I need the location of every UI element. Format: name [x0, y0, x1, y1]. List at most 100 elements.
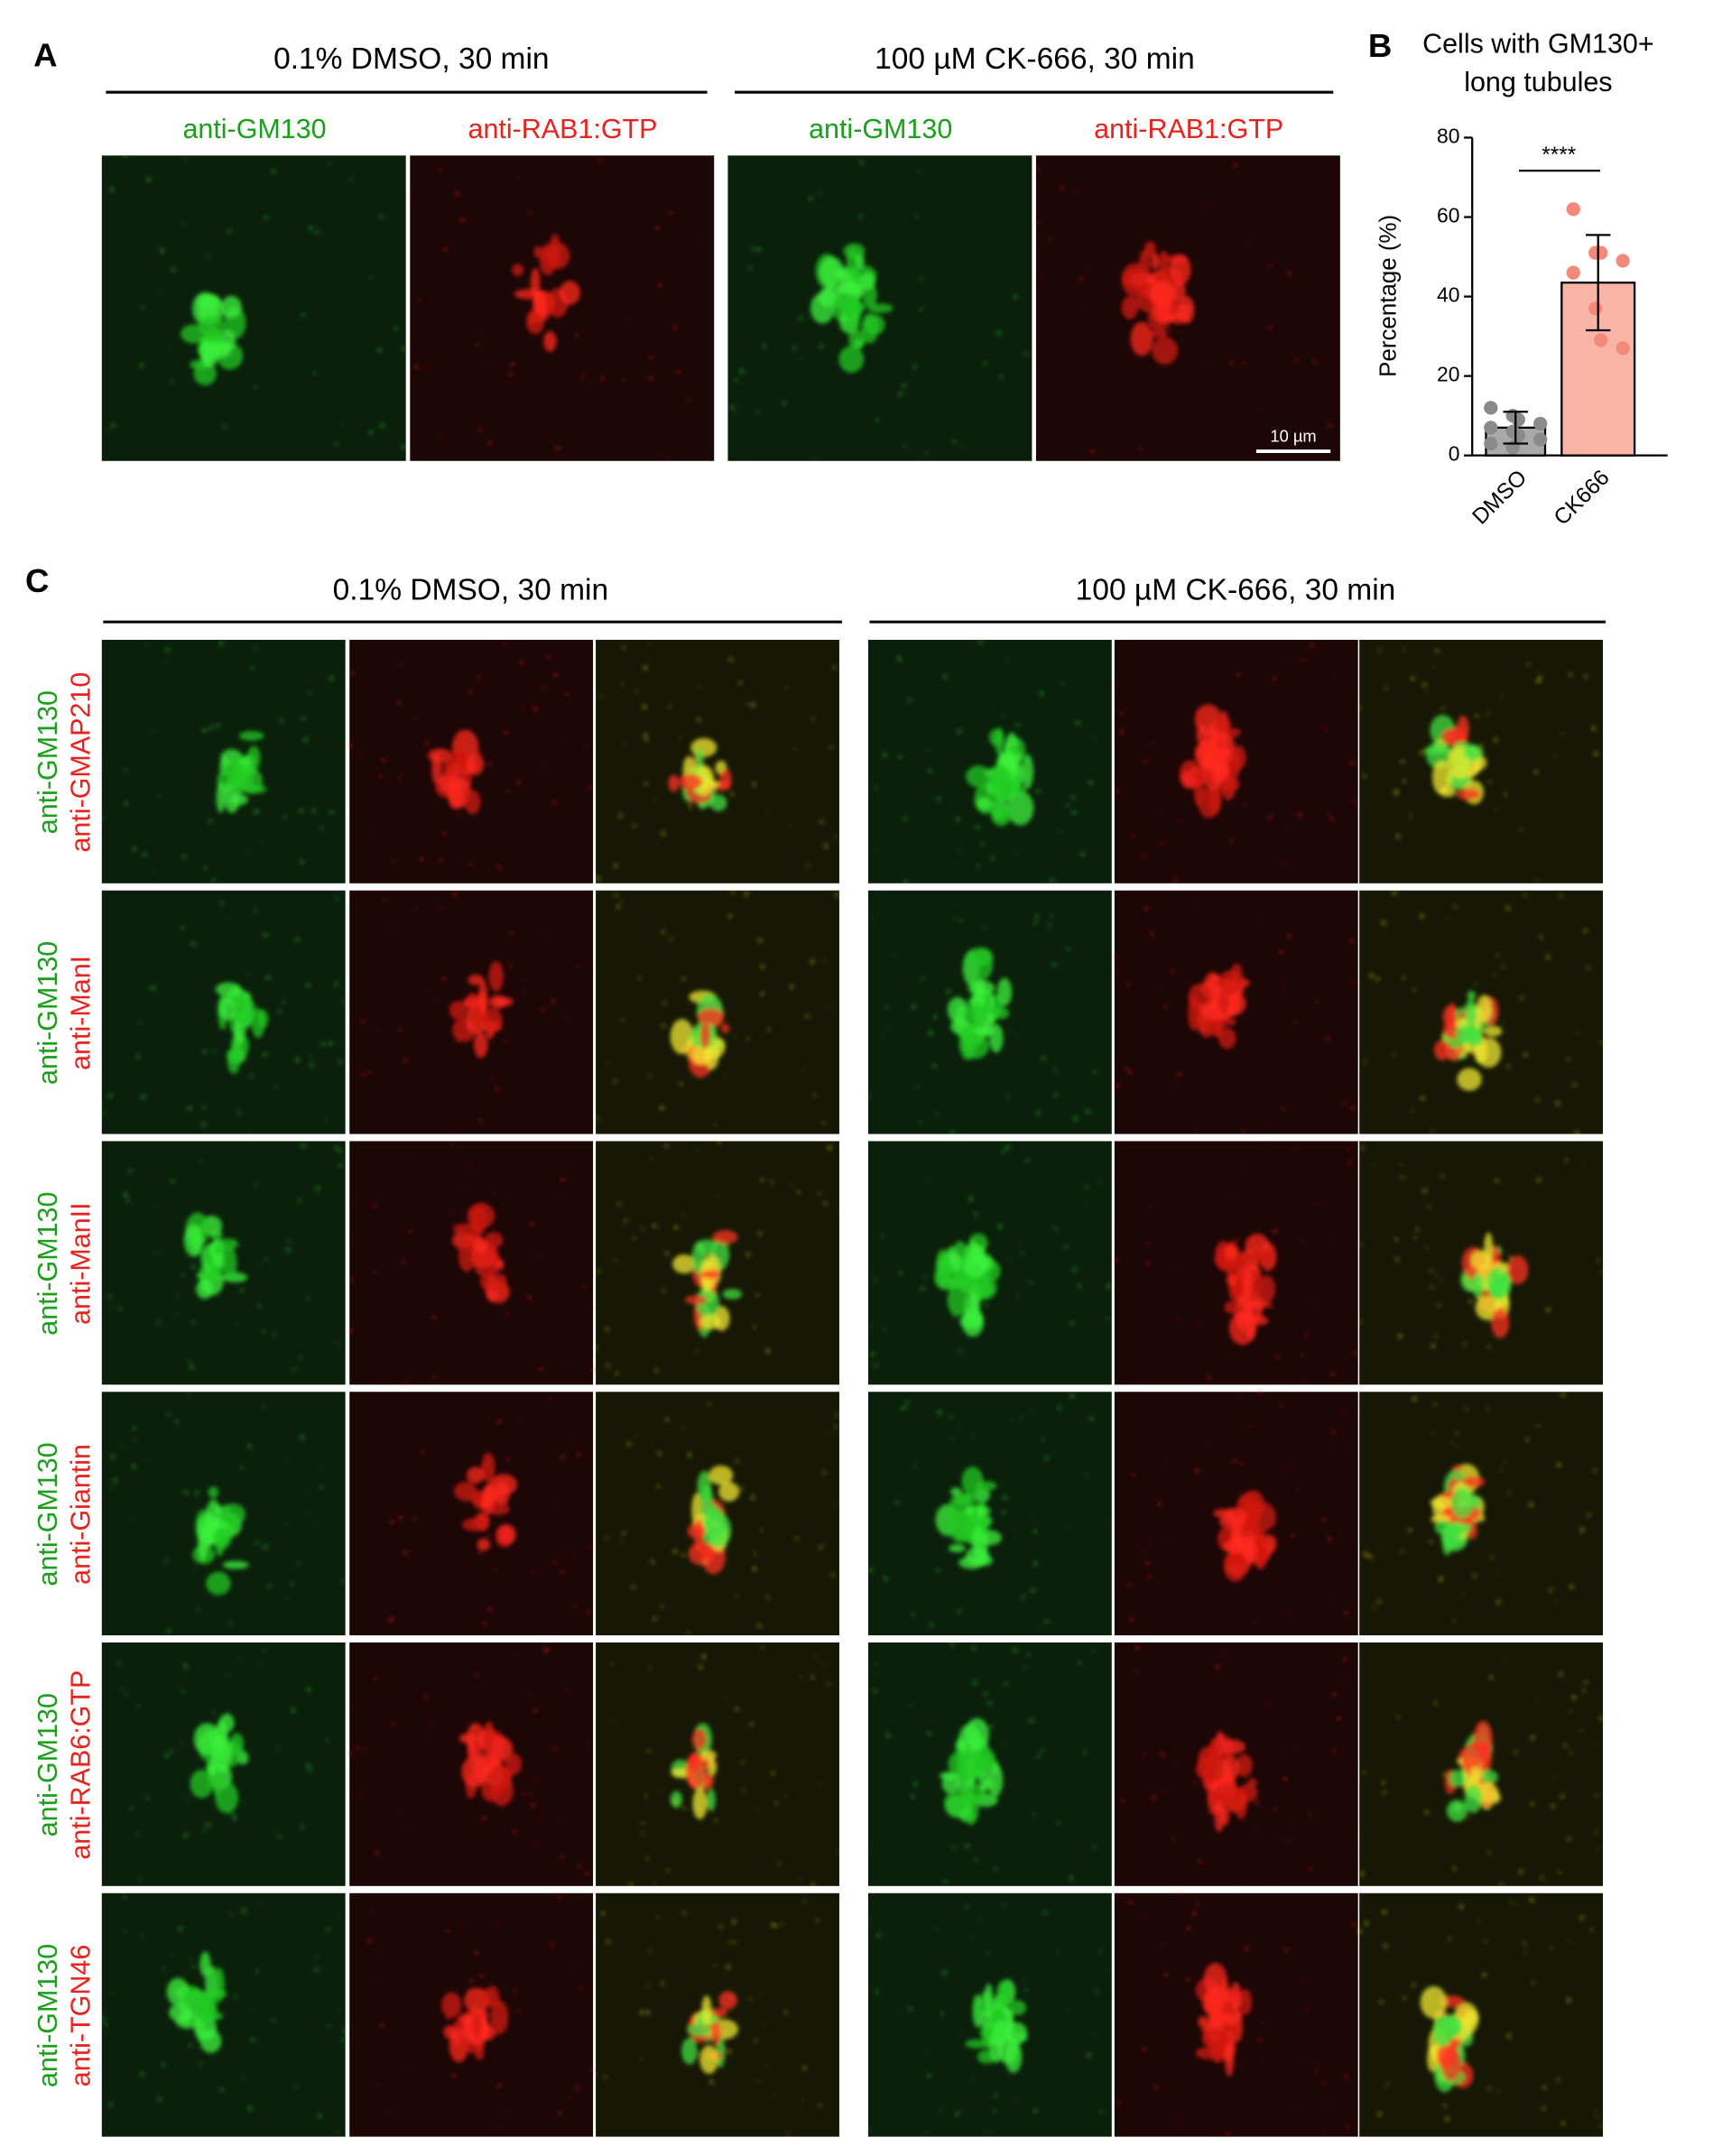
speck — [1029, 1281, 1033, 1285]
speck — [1085, 265, 1088, 269]
speck — [360, 1020, 366, 1024]
speck — [961, 1508, 966, 1512]
speck — [1536, 1699, 1540, 1702]
speck — [167, 347, 171, 350]
speck — [1215, 791, 1220, 796]
speck — [103, 2022, 107, 2027]
speck — [1394, 1257, 1400, 1262]
speck — [272, 1332, 276, 1337]
speck — [341, 2038, 345, 2042]
speck — [253, 810, 257, 815]
signal — [347, 1143, 596, 1385]
speck — [174, 1313, 177, 1316]
speck — [1089, 1416, 1095, 1421]
speck — [1310, 643, 1315, 648]
speck — [697, 1148, 699, 1151]
speck — [1440, 1174, 1444, 1179]
speck — [191, 1964, 196, 1968]
speck — [1072, 1267, 1078, 1272]
speck — [1383, 1943, 1388, 1948]
speck — [282, 815, 287, 819]
group-title: 100 µM CK-666, 30 min — [875, 42, 1195, 76]
speck — [718, 1195, 720, 1198]
speck — [806, 863, 810, 866]
speck — [375, 2083, 379, 2087]
speck — [1341, 1410, 1345, 1413]
speck — [1597, 1848, 1599, 1851]
speck — [1598, 1716, 1604, 1721]
speck — [835, 893, 840, 898]
speck — [753, 1325, 757, 1329]
speck — [560, 1569, 564, 1575]
speck — [867, 1094, 871, 1098]
speck — [941, 1970, 948, 1976]
speck — [1093, 2033, 1096, 2036]
speck — [1456, 1046, 1462, 1052]
speck — [1221, 1786, 1224, 1789]
speck — [1523, 893, 1527, 897]
speck — [1317, 2063, 1319, 2066]
speck — [810, 958, 815, 965]
speck — [1001, 1149, 1005, 1153]
significance: **** — [1542, 143, 1576, 167]
speck — [660, 1605, 664, 1608]
speck — [1343, 2074, 1348, 2079]
speck — [761, 1646, 764, 1650]
speck — [1134, 1645, 1140, 1651]
speck — [1115, 970, 1119, 975]
speck — [972, 1435, 975, 1438]
speck — [379, 423, 384, 429]
speck — [1069, 1393, 1075, 1399]
speck — [925, 2132, 928, 2135]
row-label: anti-GMAP210 — [66, 672, 97, 853]
signal — [1121, 1645, 1347, 1885]
speck — [686, 398, 690, 403]
speck — [238, 1659, 241, 1661]
blob — [486, 1503, 510, 1515]
speck — [652, 1223, 657, 1228]
blob — [473, 1515, 489, 1528]
speck — [1431, 1343, 1436, 1348]
speck — [1295, 1487, 1300, 1491]
speck — [532, 1777, 536, 1781]
speck — [616, 1202, 621, 1206]
speck — [622, 646, 626, 651]
speck — [199, 2061, 202, 2066]
speck — [210, 1235, 214, 1239]
speck — [1153, 2085, 1159, 2090]
speck — [621, 682, 625, 686]
speck — [1195, 709, 1199, 713]
speck — [342, 422, 345, 425]
speck — [1205, 1927, 1208, 1929]
speck — [1135, 855, 1139, 858]
speck — [952, 440, 957, 444]
speck — [1362, 1770, 1366, 1774]
speck — [871, 269, 874, 272]
speck — [1157, 1501, 1162, 1506]
speck — [1278, 949, 1283, 955]
speck — [1490, 1555, 1495, 1559]
speck — [969, 1935, 972, 1939]
blob — [1218, 1739, 1245, 1754]
speck — [1162, 1004, 1168, 1009]
speck — [1350, 1106, 1356, 1111]
blob — [947, 996, 968, 1023]
speck — [422, 1695, 428, 1699]
blob — [453, 749, 467, 781]
speck — [697, 2052, 700, 2056]
speck — [494, 1191, 497, 1195]
speck — [1328, 1596, 1331, 1599]
speck — [1013, 1647, 1017, 1652]
speck — [1486, 1851, 1491, 1855]
speck — [265, 1257, 269, 1261]
speck — [1017, 1241, 1020, 1244]
speck — [306, 1763, 311, 1768]
speck — [203, 1828, 207, 1831]
speck — [1523, 1052, 1528, 1058]
speck — [468, 1987, 472, 1992]
speck — [299, 1356, 302, 1359]
speck — [796, 1190, 801, 1194]
speck — [1506, 2033, 1512, 2039]
speck — [1031, 1411, 1034, 1414]
speck — [1218, 2134, 1221, 2138]
